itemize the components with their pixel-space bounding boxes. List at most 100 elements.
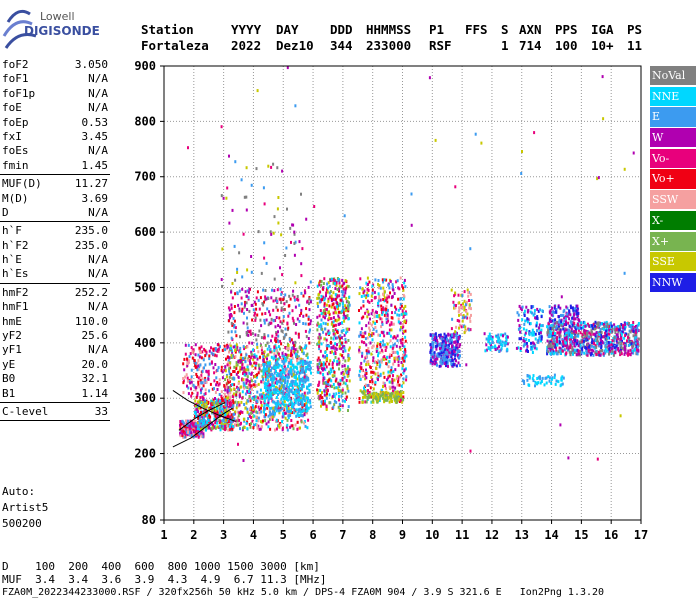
echo-point: [229, 396, 232, 399]
echo-point: [380, 348, 383, 352]
echo-point: [598, 325, 601, 329]
echo-point: [284, 376, 287, 380]
echo-point: [630, 328, 633, 332]
echo-point: [262, 391, 265, 395]
echo-point: [369, 393, 371, 397]
echo-point: [388, 374, 391, 378]
echo-point: [621, 347, 624, 351]
echo-point: [519, 325, 522, 329]
echo-point: [603, 325, 606, 329]
echo-point: [325, 303, 328, 307]
echo-point: [551, 324, 554, 328]
echo-point: [199, 396, 202, 400]
echo-point: [242, 417, 245, 421]
echo-point: [297, 332, 300, 336]
echo-point: [460, 305, 463, 309]
echo-point: [636, 350, 639, 354]
echo-point: [288, 338, 291, 341]
echo-point: [293, 351, 296, 355]
echo-point: [581, 347, 583, 351]
echo-point: [317, 340, 320, 344]
echo-point: [576, 307, 579, 311]
echo-point: [326, 347, 329, 351]
echo-point: [435, 347, 438, 351]
echo-point: [547, 328, 550, 332]
echo-point: [385, 278, 388, 282]
echo-point: [276, 288, 279, 292]
echo-point: [363, 391, 366, 395]
echo-point: [377, 301, 379, 305]
echo-point: [587, 349, 590, 353]
echo-point: [460, 325, 463, 329]
echo-point: [309, 300, 312, 304]
echo-point: [611, 342, 614, 346]
echo-point: [393, 342, 396, 346]
echo-point: [246, 322, 249, 326]
echo-point: [237, 375, 240, 379]
echo-point: [563, 323, 566, 326]
echo-point: [186, 357, 188, 361]
echo-point: [269, 427, 272, 431]
echo-point: [464, 303, 467, 307]
echo-point: [218, 419, 221, 422]
echo-point: [374, 278, 377, 282]
echo-point: [333, 370, 336, 374]
echo-point: [208, 354, 211, 358]
echo-point: [197, 400, 199, 404]
echo-point: [296, 362, 299, 366]
echo-point: [267, 404, 270, 408]
echo-point: [553, 345, 556, 349]
echo-point: [296, 295, 299, 298]
echo-point: [221, 348, 224, 352]
echo-point: [605, 340, 608, 343]
echo-point: [395, 356, 398, 360]
echo-point: [327, 299, 330, 303]
echo-point: [569, 335, 572, 339]
echo-point: [295, 383, 298, 387]
echo-point: [226, 346, 229, 350]
echo-point: [300, 420, 303, 424]
echo-point: [463, 331, 466, 335]
echo-point: [333, 306, 336, 310]
echo-point: [328, 370, 330, 374]
echo-point: [430, 358, 433, 362]
echo-point: [273, 345, 276, 349]
echo-point: [623, 336, 626, 340]
echo-point: [379, 317, 382, 321]
echo-point: [434, 332, 437, 336]
echo-point: [595, 345, 598, 349]
echo-point: [262, 370, 265, 374]
echo-point: [278, 411, 281, 415]
echo-point: [201, 369, 204, 373]
echo-point: [301, 405, 304, 409]
echo-point: [335, 336, 337, 340]
echo-point: [300, 400, 303, 404]
echo-point: [376, 361, 379, 364]
echo-point: [599, 353, 602, 357]
echo-point: [199, 406, 202, 410]
echo-point: [623, 352, 626, 356]
echo-point: [187, 419, 190, 423]
echo-point: [459, 343, 462, 347]
echo-point: [381, 321, 384, 325]
echo-point: [263, 396, 266, 400]
echo-point: [277, 345, 280, 349]
echo-point: [299, 410, 302, 414]
echo-point: [248, 423, 251, 426]
echo-point: [328, 312, 331, 316]
echo-point: [377, 374, 380, 378]
echo-point: [318, 281, 321, 285]
echo-point: [270, 296, 273, 300]
echo-point: [570, 334, 573, 338]
echo-point: [243, 373, 246, 377]
echo-point: [257, 363, 260, 367]
echo-point: [305, 399, 308, 403]
echo-point: [567, 321, 570, 325]
echo-point: [442, 350, 445, 354]
echo-point: [200, 356, 203, 360]
echo-point: [243, 370, 246, 374]
echo-point: [326, 354, 328, 357]
echo-point: [560, 324, 563, 328]
echo-point: [592, 323, 595, 327]
echo-point: [280, 342, 283, 346]
